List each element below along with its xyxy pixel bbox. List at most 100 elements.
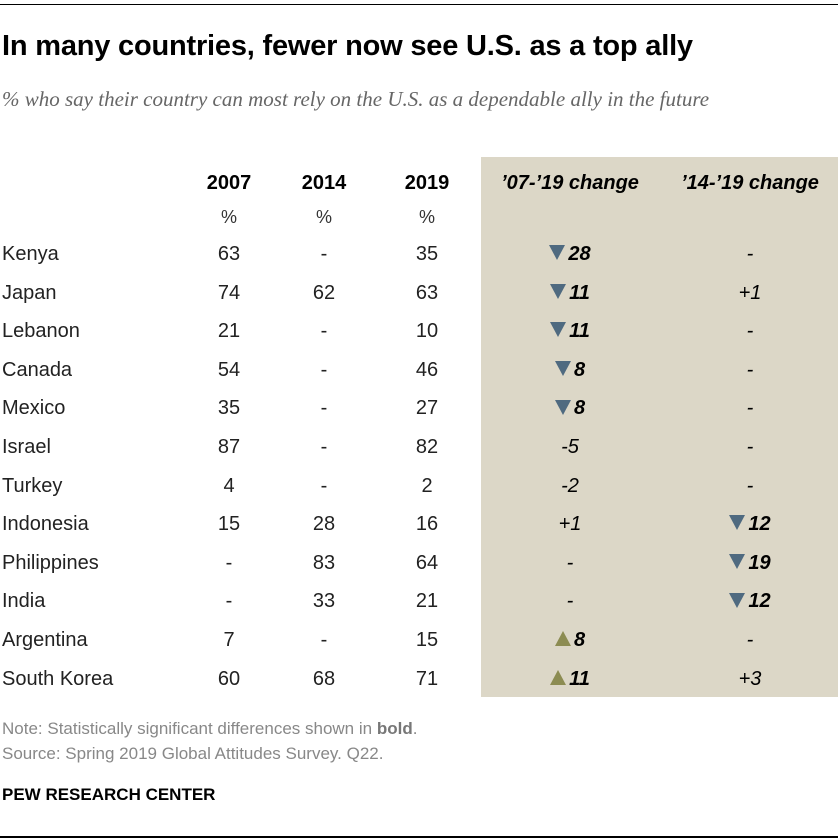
- increase-triangle-icon: [554, 631, 571, 647]
- change-07: -2: [480, 475, 660, 498]
- value-2014: -: [320, 629, 328, 651]
- value-2014: 62: [312, 281, 336, 304]
- change-value: 12: [748, 513, 771, 536]
- value-2007: 7: [223, 629, 235, 651]
- value-2007: 54: [217, 358, 241, 381]
- country-label: Philippines: [2, 551, 99, 574]
- value-2019: 16: [415, 513, 439, 536]
- country-label: Indonesia: [2, 513, 89, 536]
- change-07: +1: [480, 513, 660, 536]
- country-label: Canada: [2, 358, 73, 381]
- change-value: 11: [569, 320, 590, 343]
- change-value: -: [746, 320, 754, 343]
- col-header-14-19-change: ’14-’19 change: [681, 172, 819, 194]
- value-2007: -: [225, 590, 233, 613]
- decrease-triangle-icon: [729, 592, 746, 608]
- value-2007: 15: [217, 513, 241, 536]
- brand-label: PEW RESEARCH CENTER: [2, 785, 216, 804]
- note-end: .: [412, 719, 418, 738]
- table-row: Turkey 4-2 -2-: [0, 475, 840, 513]
- value-2014: -: [320, 243, 328, 265]
- decrease-triangle-icon: [550, 322, 567, 338]
- value-2014: 68: [312, 667, 336, 690]
- table-row: Israel 87 - 82 -5 -: [0, 436, 840, 474]
- value-2007: 21: [217, 320, 241, 343]
- change-07: 8: [480, 629, 660, 652]
- value-2007: 63: [217, 243, 241, 265]
- change-07: -5: [480, 436, 660, 459]
- value-2019: 2: [421, 474, 433, 497]
- value-2019: 46: [415, 358, 439, 381]
- col-header-2007: 2007: [206, 172, 252, 194]
- value-2014: -: [320, 436, 328, 458]
- change-07: -: [480, 552, 660, 575]
- unit-2014: %: [315, 207, 332, 227]
- change-value: -: [566, 551, 574, 574]
- value-2014: -: [320, 474, 328, 497]
- value-2019: 21: [415, 590, 439, 613]
- increase-triangle-icon: [550, 669, 567, 685]
- country-label: Turkey: [2, 474, 63, 497]
- value-2007: -: [225, 551, 233, 574]
- change-value: 11: [569, 667, 590, 690]
- country-label: Kenya: [2, 243, 59, 265]
- change-14: 12: [660, 590, 840, 613]
- change-14: -: [660, 243, 840, 266]
- country-label: India: [2, 590, 46, 613]
- change-07: 11: [480, 668, 660, 691]
- country-label: Argentina: [2, 629, 88, 651]
- value-2007: 60: [217, 667, 241, 690]
- col-header-2019: 2019: [404, 172, 450, 194]
- table-row: Indonesia 15 28 16 +1 12: [0, 513, 840, 551]
- country-label: Israel: [2, 436, 51, 458]
- change-value: 12: [748, 590, 771, 613]
- col-header-07-19-change: ’07-’19 change: [501, 172, 639, 194]
- change-value: -: [566, 590, 574, 613]
- value-2014: 28: [312, 513, 336, 536]
- value-2007: 87: [217, 436, 241, 458]
- change-14: -: [660, 359, 840, 382]
- value-2019: 35: [415, 243, 439, 265]
- change-value: +3: [738, 667, 762, 690]
- change-07: 8: [480, 359, 660, 382]
- table-row: Philippines - 83 64 - 19: [0, 552, 840, 590]
- value-2014: 83: [312, 551, 336, 574]
- value-2019: 15: [415, 629, 439, 651]
- unit-2019: %: [418, 207, 435, 227]
- change-value: +1: [738, 281, 762, 304]
- value-2019: 27: [415, 397, 439, 420]
- decrease-triangle-icon: [729, 515, 746, 531]
- change-value: 28: [568, 243, 591, 265]
- table-row: Lebanon 21 - 10 11 -: [0, 320, 840, 358]
- value-2007: 4: [223, 474, 235, 497]
- bottom-rule: [0, 836, 838, 838]
- footnote: Note: Statistically significant differen…: [2, 716, 417, 766]
- decrease-triangle-icon: [550, 283, 567, 299]
- change-14: 19: [660, 552, 840, 575]
- decrease-triangle-icon: [549, 245, 566, 261]
- country-label: South Korea: [2, 667, 114, 690]
- country-label: Mexico: [2, 397, 66, 420]
- top-rule: [0, 4, 838, 5]
- value-2019: 82: [415, 436, 439, 458]
- table-row: Argentina 7 - 15 8 -: [0, 629, 840, 667]
- change-07: 8: [480, 397, 660, 420]
- change-07: 11: [480, 282, 660, 305]
- change-14: +3: [660, 668, 840, 691]
- change-14: +1: [660, 282, 840, 305]
- change-panel-background: [481, 157, 838, 697]
- change-value: -: [746, 436, 754, 458]
- value-2019: 10: [415, 320, 439, 343]
- change-07: 11: [480, 320, 660, 343]
- change-14: 12: [660, 513, 840, 536]
- note-bold-word: bold: [376, 719, 413, 738]
- change-07: -: [480, 590, 660, 613]
- table-row: Canada 54 - 46 8 -: [0, 359, 840, 397]
- table-row: Mexico 35 - 27 8 -: [0, 397, 840, 435]
- change-value: +1: [558, 513, 582, 536]
- chart-subtitle: % who say their country can most rely on…: [2, 87, 710, 111]
- change-value: -: [746, 629, 754, 651]
- value-2014: -: [320, 320, 328, 343]
- country-label: Lebanon: [2, 320, 80, 343]
- change-14: -: [660, 397, 840, 420]
